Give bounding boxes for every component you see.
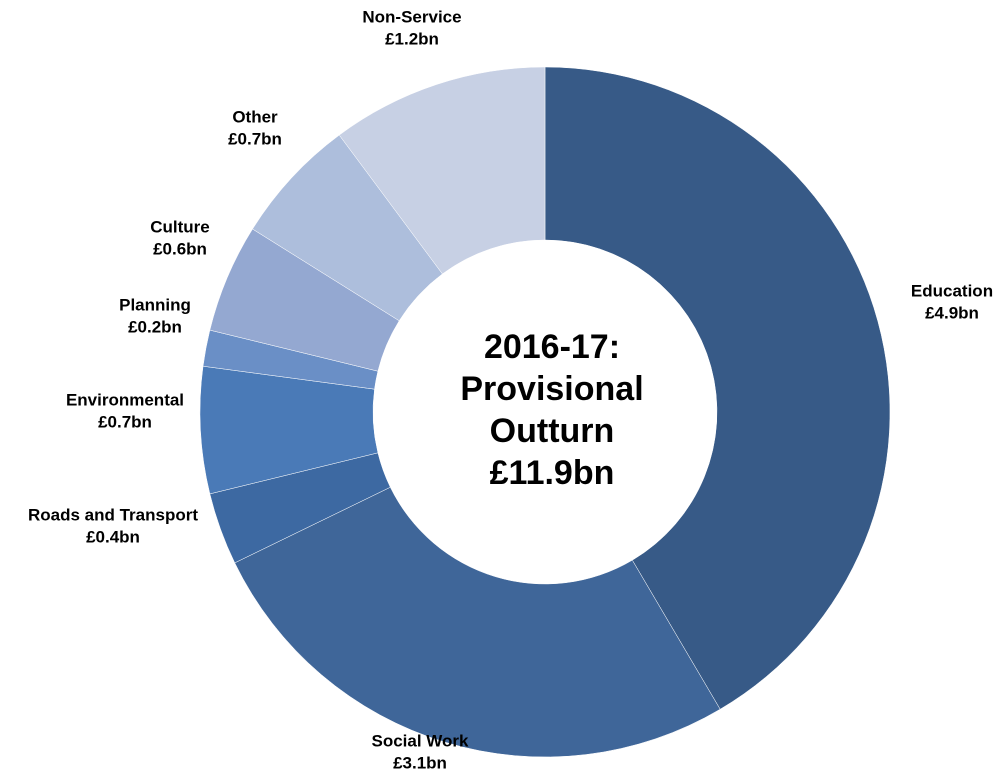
slice-value: £0.7bn (98, 412, 152, 431)
slice-value: £0.2bn (128, 317, 182, 336)
slice-label: Non-Service (362, 7, 461, 26)
slice-label: Education (911, 281, 993, 300)
donut-slice (234, 486, 721, 758)
center-label: 2016-17: (484, 328, 620, 366)
slice-value: £0.6bn (153, 239, 207, 258)
slice-label: Roads and Transport (28, 505, 198, 524)
slice-value: £3.1bn (393, 753, 447, 772)
slice-value: £1.2bn (385, 29, 439, 48)
donut-slice (338, 66, 546, 275)
slice-label: Environmental (66, 390, 184, 409)
slice-label: Culture (150, 217, 210, 236)
slice-value: £4.9bn (925, 303, 979, 322)
slice-value: £0.4bn (86, 527, 140, 546)
donut-slice (544, 66, 891, 710)
slice-value: £0.7bn (228, 129, 282, 148)
slice-label: Other (232, 107, 278, 126)
center-label: Outturn (490, 412, 615, 450)
center-label: £11.9bn (490, 454, 615, 492)
slice-label: Social Work (372, 731, 470, 750)
center-label: Provisional (460, 370, 643, 408)
slice-label: Planning (119, 295, 191, 314)
